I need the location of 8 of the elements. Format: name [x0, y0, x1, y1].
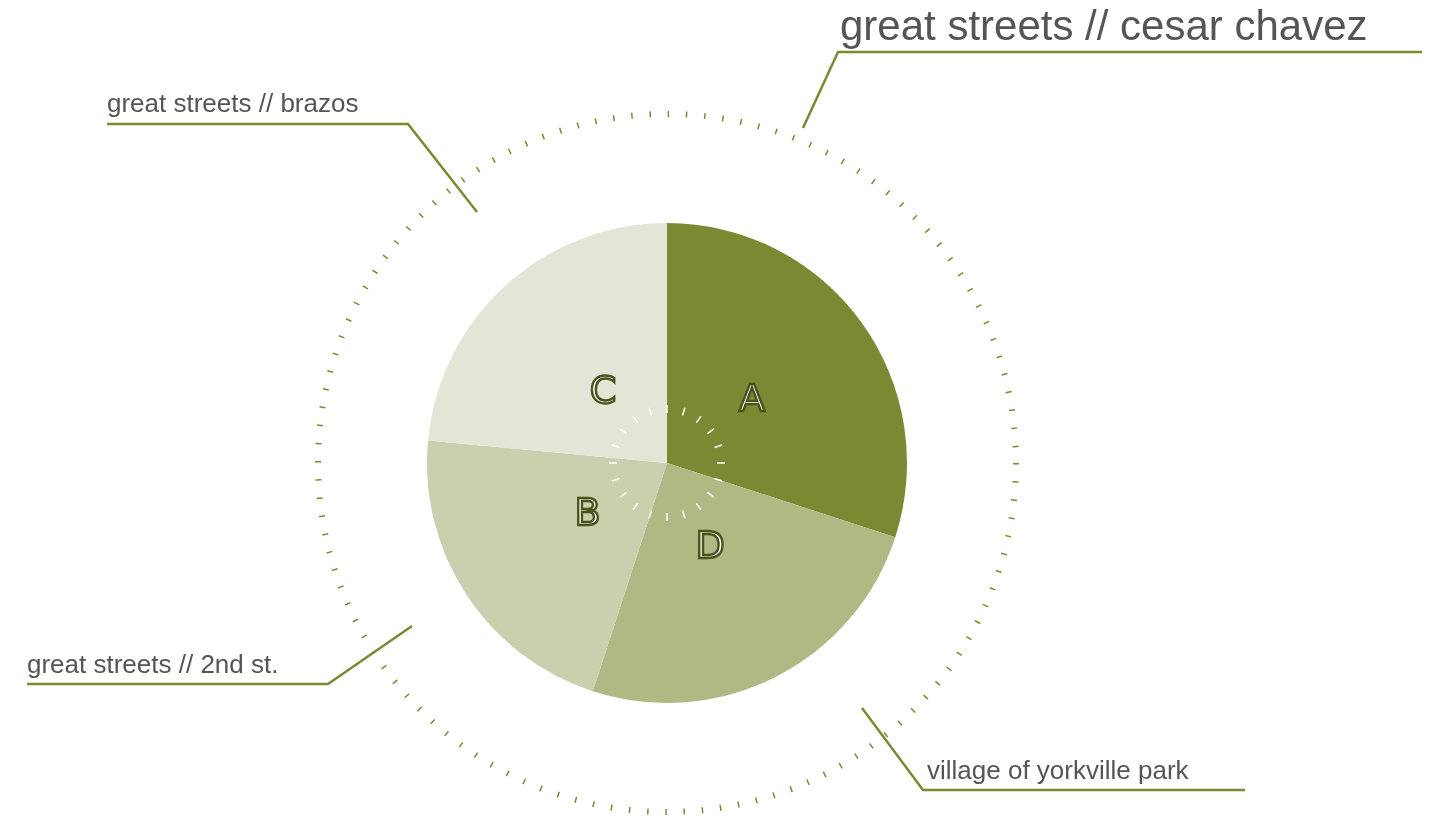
- slice-label: D: [695, 522, 725, 567]
- slice-label: C: [589, 367, 617, 412]
- text: great streets // cesar chavez: [840, 2, 1368, 50]
- text: great streets // 2nd st.: [27, 649, 279, 680]
- text: great streets // brazos: [107, 88, 359, 119]
- slice-label: B: [574, 490, 601, 535]
- slice-label: A: [738, 376, 765, 421]
- text: village of yorkville park: [927, 755, 1189, 786]
